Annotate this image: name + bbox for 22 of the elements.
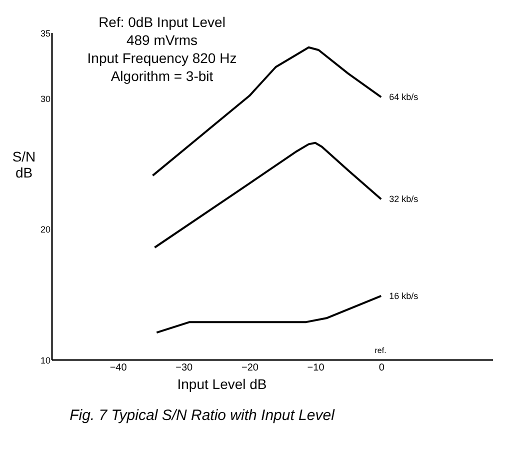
- y-tick-label: 30: [40, 94, 50, 104]
- text: Ref: 0dB Input Level: [98, 14, 226, 30]
- annotation: Algorithm = 3-bit: [110, 68, 214, 84]
- series-label: 64 kb/s: [389, 92, 419, 102]
- y-tick-label: 10: [40, 356, 50, 366]
- series-label: 16 kb/s: [389, 290, 419, 301]
- line-series: [154, 142, 382, 249]
- line-series: [156, 294, 382, 334]
- y-axis-title: S/N dB: [12, 148, 36, 180]
- y-tick-label: 35: [40, 28, 50, 38]
- x-tick-label: −20: [241, 362, 259, 374]
- x-axis-title: Input Level dB: [177, 376, 267, 392]
- x-tick-label: −40: [110, 362, 128, 374]
- x-tick-label: 0: [378, 362, 385, 374]
- annotation: 489 mVrms: [126, 32, 198, 48]
- x-tick-label: −10: [307, 362, 325, 374]
- annotation: ref.: [374, 346, 386, 355]
- caption: Fig. 7 Typical S/N Ratio with Input Level: [70, 407, 336, 424]
- x-tick-label: −30: [176, 362, 194, 374]
- y-tick-label: 20: [40, 224, 50, 235]
- annotation: Input Frequency 820 Hz: [87, 50, 237, 66]
- series-label: 32 kb/s: [389, 194, 419, 204]
